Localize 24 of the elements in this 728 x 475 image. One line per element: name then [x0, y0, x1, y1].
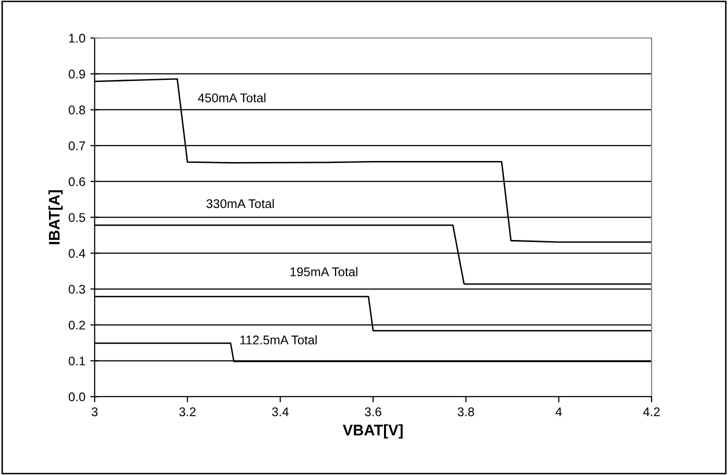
y-tick-label: 1.0	[69, 34, 86, 43]
y-tick-label: 0.6	[68, 177, 86, 186]
x-tick-label: 3.2	[179, 407, 196, 416]
x-tick-label: 3.6	[364, 407, 382, 416]
y-tick-label: 0.7	[68, 141, 85, 150]
x-tick-label: 3.4	[272, 407, 289, 416]
x-tick-label: 3.8	[458, 407, 474, 416]
y-tick-label: 0.5	[68, 213, 86, 222]
series-label: 195mA Total	[290, 267, 358, 276]
y-tick-label: 0.3	[68, 284, 86, 294]
y-tick-label: 0.0	[68, 392, 86, 402]
series-label: 450mA Total	[198, 93, 266, 102]
y-tick-label: 0.4	[68, 248, 86, 258]
x-axis-title: VBAT[V]	[342, 424, 403, 438]
y-tick-label: 0.9	[68, 70, 86, 79]
y-tick-label: 0.2	[68, 320, 85, 330]
series-label: 112.5mA Total	[240, 335, 317, 344]
y-tick-label: 0.1	[68, 356, 86, 366]
x-tick-label: 4	[556, 408, 562, 416]
y-axis-title: IBAT[A]	[48, 190, 63, 244]
x-tick-label: 4.2	[643, 407, 660, 416]
x-tick-label: 3	[92, 407, 98, 416]
y-tick-label: 0.8	[68, 106, 86, 114]
series-label: 330mA Total	[206, 198, 274, 208]
